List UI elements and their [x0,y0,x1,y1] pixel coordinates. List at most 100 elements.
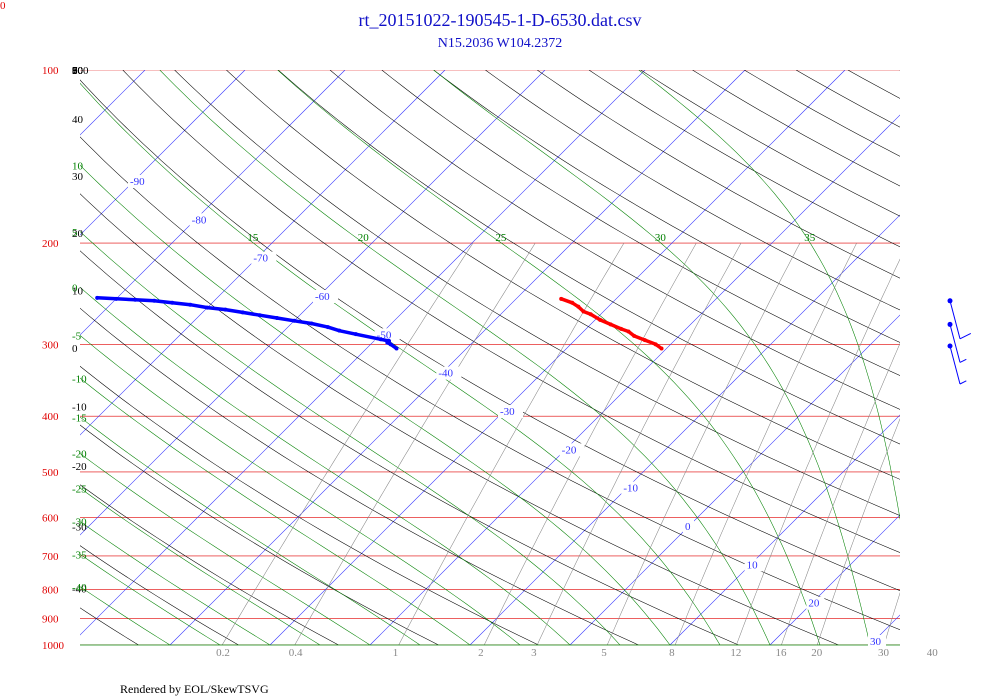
moist-adiabat-line [80,231,621,645]
mixing-ratio-label: 30 [878,647,890,659]
isobar-label: 900 [42,614,59,626]
temperature-point [570,300,575,305]
left-axis-label: 100 [72,65,89,77]
mixing-ratio-line [606,242,801,645]
isobar-label: 1000 [42,640,65,652]
temperature-point [581,309,586,314]
temperature-point [588,312,593,317]
dewpoint-point [152,298,157,303]
dry-adiabat-line [485,70,900,311]
isotherm-label-bg [683,520,694,533]
moist-adiabat-label: -40 [72,582,87,594]
dewpoint-point [188,302,193,307]
dewpoint-point [95,295,100,300]
dry-adiabat-line [174,70,900,516]
dry-adiabat-line [122,70,900,553]
left-axis-label: -40 [72,584,87,596]
moist-adiabat-label: -10 [72,374,87,386]
chart-subtitle: N15.2036 W104.2372 [437,36,563,51]
mixing-ratio-line [883,592,900,645]
moist-adiabat-label: -15 [72,413,87,425]
dry-adiabat-line [80,424,439,645]
wind-barb-flag [959,332,972,340]
isotherm-line [469,214,900,645]
moist-adiabat-line [80,377,471,645]
isotherm-label: -60 [315,291,330,303]
dewpoint-point [378,337,383,342]
left-axis-label: 70 [72,65,84,77]
dry-adiabat-line [433,70,900,343]
dry-adiabat-line [278,70,900,445]
isobar-label: 300 [42,339,59,351]
moist-adiabat-line [159,70,771,645]
left-axis-label: 40 [72,114,84,126]
dry-adiabat-line [640,70,900,217]
mixing-ratio-line [294,242,536,645]
plot-area [80,70,1000,645]
dry-adiabat-line [692,70,900,187]
dry-adiabat-line [899,70,900,71]
dewpoint-point [223,307,228,312]
dry-adiabat-line [80,545,239,645]
moist-adiabat-line [80,553,221,645]
wind-barb-shaft [949,324,961,363]
mixing-ratio-label: 0.4 [289,647,303,659]
mixing-ratio-line [674,242,857,645]
dry-adiabat-line [80,607,139,645]
mixing-ratio-label: 0.2 [216,647,230,659]
dewpoint-point [240,310,245,315]
left-axis-label: 60 [72,65,84,77]
temperature-point [559,296,564,301]
dewpoint-point [205,305,210,310]
dry-adiabat-line [80,250,739,645]
dry-adiabat-line [80,484,339,645]
isotherm-label: -40 [438,368,453,380]
isotherm-label-bg [868,635,886,648]
moist-adiabat-line [80,416,421,645]
dry-adiabat-line [80,307,639,645]
left-axis-label: 10 [72,286,84,298]
moist-adiabat-line [80,286,571,645]
dewpoint-point [309,321,314,326]
moist-adiabat-label: 15 [247,232,259,244]
moist-adiabat-label: 20 [358,232,370,244]
temperature-point [659,346,664,351]
isotherm-line [569,314,900,645]
mixing-ratio-line [781,342,900,645]
moist-adiabat-line [80,521,271,645]
dewpoint-point [257,313,262,318]
mixing-ratio-line [221,242,474,645]
isotherm-line [970,70,1000,645]
chart-title: rt_20151022-190545-1-D-6530.dat.csv [358,10,642,30]
isotherm-line [369,114,900,645]
wind-barb-shaft [949,300,961,339]
dewpoint-line [97,296,398,350]
isotherm-label-bg [744,558,763,572]
left-axis-label: -10 [72,402,87,414]
isotherm-label: 0 [685,521,691,533]
moist-adiabat-line [80,82,721,645]
mixing-ratio-label: 40 [927,647,939,659]
temperature-point [576,304,581,309]
mixing-ratio-label: 12 [730,647,741,659]
dewpoint-point [170,300,175,305]
temperature-point [642,338,647,343]
moist-adiabat-line [433,70,871,645]
mixing-ratio-line [816,418,900,645]
isotherm-label: -70 [253,253,268,265]
temperature-point [598,317,603,322]
moist-adiabat-label: 25 [495,232,507,244]
isotherm-label-bg [313,290,338,303]
moist-adiabat-label: -25 [72,484,87,496]
moist-adiabat-line [80,335,521,645]
dry-adiabat-line [795,70,900,128]
dewpoint-point [337,328,342,333]
dry-adiabat-line [329,70,900,410]
isotherm-line [80,70,246,236]
dewpoint-point [325,325,330,330]
wind-barb-shaft [949,345,961,385]
isotherm-label-bg [621,481,647,495]
temperature-point [608,322,613,327]
dry-adiabat-line [847,70,900,99]
